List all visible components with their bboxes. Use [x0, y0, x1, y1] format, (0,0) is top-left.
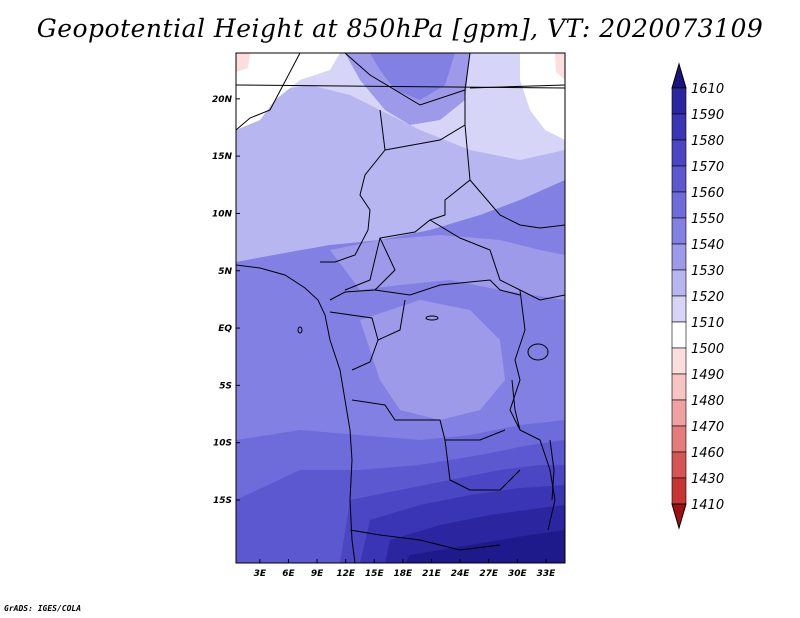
- colorbar-label: 1590: [691, 108, 724, 123]
- colorbar-swatch: [671, 373, 687, 401]
- lon-tick-label: 24E: [451, 569, 471, 579]
- colorbar-swatch: [671, 243, 687, 271]
- latitude-axis: 20N 15N 10N 5N EQ 5S 10S 15S: [212, 95, 240, 506]
- lon-tick-label: 9E: [311, 569, 324, 579]
- colorbar-label: 1460: [691, 446, 724, 461]
- colorbar-swatch: [671, 425, 687, 453]
- lon-tick-label: 12E: [336, 569, 356, 579]
- colorbar-top-arrow: [671, 62, 687, 89]
- colorbar-label: 1550: [691, 212, 724, 227]
- colorbar-label: 1510: [691, 316, 724, 331]
- colorbar-label: 1560: [691, 186, 724, 201]
- colorbar-swatch: [671, 87, 687, 115]
- colorbar-label: 1490: [691, 368, 724, 383]
- colorbar-label: 1540: [691, 238, 724, 253]
- longitude-axis: 3E 6E 9E 12E 15E 18E 21E 24E 27E 30E 33E: [254, 559, 556, 579]
- colorbar-label: 1410: [691, 498, 724, 513]
- colorbar-swatch: [671, 399, 687, 427]
- colorbar-label: 1520: [691, 290, 724, 305]
- lat-tick-label: 15N: [212, 152, 233, 162]
- colorbar-label: 1500: [691, 342, 724, 357]
- map-title: Geopotential Height at 850hPa [gpm], VT:…: [36, 14, 764, 43]
- map-frame: [235, 52, 566, 564]
- colorbar-swatch: [671, 269, 687, 297]
- colorbar-swatch: [671, 217, 687, 245]
- colorbar-label: 1530: [691, 264, 724, 279]
- lon-tick-label: 6E: [282, 569, 295, 579]
- colorbar-swatch: [671, 451, 687, 479]
- field-blob-north-core: [370, 53, 455, 100]
- colorbar-label: 1480: [691, 394, 724, 409]
- country-borders: [236, 53, 565, 563]
- colorbar-bottom-arrow: [671, 503, 687, 530]
- map-panel: [235, 52, 566, 564]
- colorbar-swatch: [671, 165, 687, 193]
- lon-tick-label: 30E: [508, 569, 528, 579]
- field-central-belt: [330, 235, 565, 300]
- field-band-1510-east: [520, 53, 565, 140]
- lakes: [297, 315, 555, 501]
- colorbar-legend: 1610 1590 1580 1570 1560 1550 1540 1530 1520 1510…: [671, 62, 724, 530]
- lon-tick-label: 33E: [537, 569, 557, 579]
- colorbar-label: 1610: [691, 82, 724, 97]
- lat-tick-label: 5S: [219, 381, 232, 391]
- colorbar-swatch: [671, 139, 687, 167]
- grads-credit: GrADS: IGES/COLA: [4, 604, 82, 613]
- lat-tick-label: 15S: [213, 496, 232, 506]
- field-band-1510-west: [236, 53, 340, 130]
- field-basin-1530: [360, 300, 505, 420]
- colorbar-swatch: [671, 295, 687, 323]
- colorbar-swatch: [671, 113, 687, 141]
- lon-tick-label: 3E: [254, 569, 267, 579]
- lat-tick-label: 20N: [212, 95, 233, 105]
- field-band-1500-west: [236, 53, 250, 72]
- lat-tick-label: 5N: [218, 267, 232, 277]
- lat-tick-label: EQ: [218, 324, 232, 334]
- lon-tick-label: 21E: [422, 569, 442, 579]
- colorbar-swatch: [671, 477, 687, 505]
- lat-tick-label: 10N: [212, 209, 233, 219]
- lon-tick-label: 18E: [394, 569, 414, 579]
- field-band-1500-east: [555, 53, 565, 80]
- colorbar-label: 1430: [691, 472, 724, 487]
- colorbar-label: 1570: [691, 160, 724, 175]
- lon-tick-label: 27E: [479, 569, 499, 579]
- lat-tick-label: 10S: [213, 439, 232, 449]
- colorbar-swatch: [671, 321, 687, 349]
- colorbar-label: 1580: [691, 134, 724, 149]
- lon-tick-label: 15E: [365, 569, 385, 579]
- colorbar-label: 1470: [691, 420, 724, 435]
- colorbar-swatch: [671, 191, 687, 219]
- colorbar-swatch: [671, 347, 687, 375]
